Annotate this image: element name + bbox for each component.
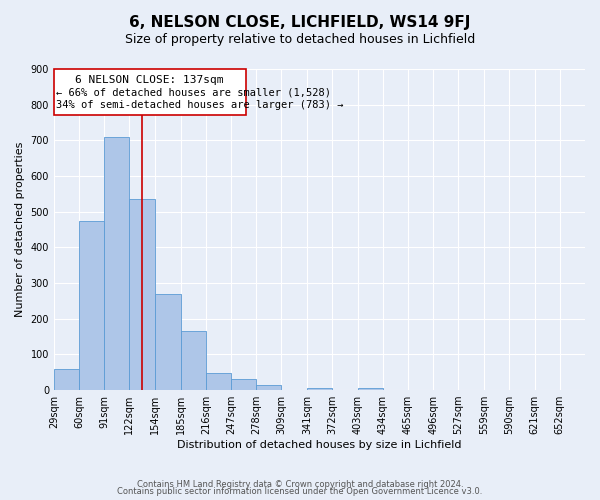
Bar bbox=[79, 220, 104, 390]
Text: ← 66% of detached houses are smaller (1,528): ← 66% of detached houses are smaller (1,… bbox=[56, 88, 331, 98]
Text: 6, NELSON CLOSE, LICHFIELD, WS14 9FJ: 6, NELSON CLOSE, LICHFIELD, WS14 9FJ bbox=[130, 15, 470, 30]
Bar bbox=[130, 199, 155, 390]
Y-axis label: Number of detached properties: Number of detached properties bbox=[15, 142, 25, 317]
X-axis label: Distribution of detached houses by size in Lichfield: Distribution of detached houses by size … bbox=[177, 440, 462, 450]
Bar bbox=[307, 388, 332, 390]
Bar bbox=[256, 384, 281, 390]
Text: 6 NELSON CLOSE: 137sqm: 6 NELSON CLOSE: 137sqm bbox=[76, 74, 224, 85]
Bar bbox=[155, 294, 181, 390]
Bar bbox=[104, 137, 130, 390]
Bar bbox=[206, 373, 231, 390]
Text: Contains HM Land Registry data © Crown copyright and database right 2024.: Contains HM Land Registry data © Crown c… bbox=[137, 480, 463, 489]
Text: Size of property relative to detached houses in Lichfield: Size of property relative to detached ho… bbox=[125, 32, 475, 46]
Text: Contains public sector information licensed under the Open Government Licence v3: Contains public sector information licen… bbox=[118, 487, 482, 496]
FancyBboxPatch shape bbox=[54, 69, 245, 116]
Bar bbox=[181, 331, 206, 390]
Bar bbox=[231, 378, 256, 390]
Text: 34% of semi-detached houses are larger (783) →: 34% of semi-detached houses are larger (… bbox=[56, 100, 344, 110]
Bar bbox=[54, 368, 79, 390]
Bar bbox=[358, 388, 383, 390]
